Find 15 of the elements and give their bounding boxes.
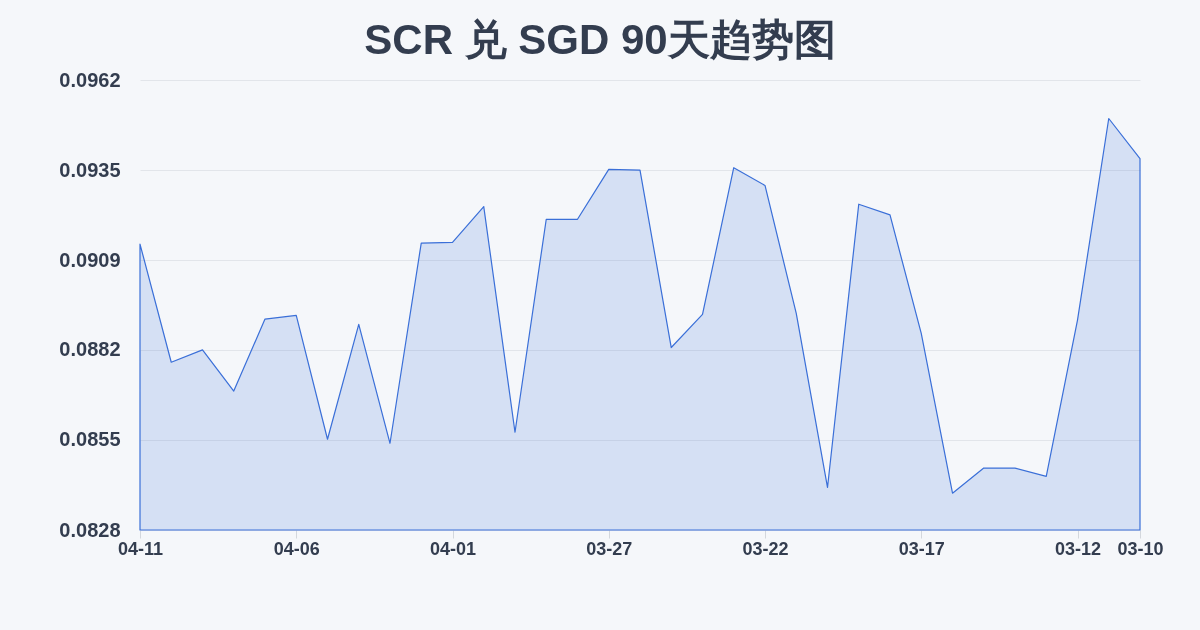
x-tick-label: 03-17 xyxy=(898,538,945,559)
y-tick-label: 0.0909 xyxy=(59,248,121,271)
y-tick-label: 0.0962 xyxy=(59,68,121,91)
x-tick-label: 03-27 xyxy=(586,538,633,559)
x-tick-label: 03-22 xyxy=(742,538,789,559)
x-tick-label: 03-10 xyxy=(1117,538,1164,559)
x-tick-label: 04-01 xyxy=(429,538,477,559)
x-tick-label: 03-12 xyxy=(1054,538,1102,559)
x-tick-label: 04-11 xyxy=(117,538,164,559)
chart-title: SCR 兑 SGD 90天趋势图 xyxy=(364,16,836,63)
y-tick-label: 0.0828 xyxy=(59,518,121,541)
y-tick-label: 0.0855 xyxy=(59,428,121,451)
x-tick-label: 04-06 xyxy=(273,538,320,559)
y-tick-label: 0.0935 xyxy=(59,158,121,181)
y-tick-label: 0.0882 xyxy=(59,338,121,361)
